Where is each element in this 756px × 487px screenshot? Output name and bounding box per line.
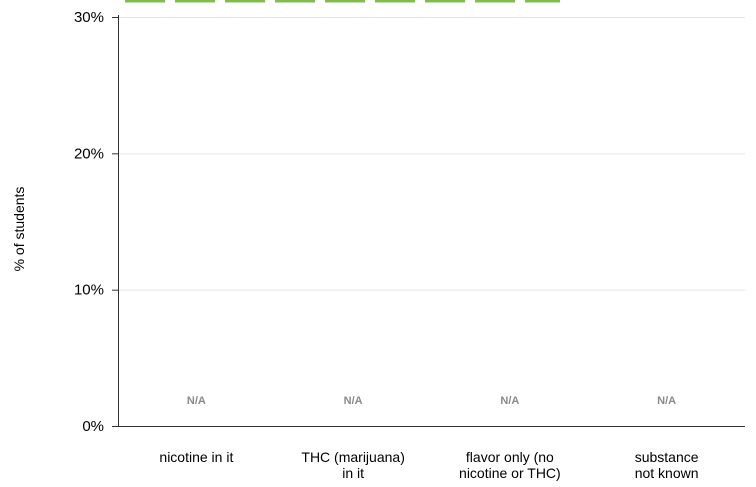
x-category-label: flavor only (no nicotine or THC) <box>459 449 561 481</box>
y-axis-title: % of students <box>11 187 27 272</box>
x-category-label-line: nicotine in it <box>159 449 233 465</box>
x-category-label-line: not known <box>635 465 699 481</box>
bar-data-label: N/A <box>344 395 363 407</box>
x-category-labels: nicotine in it THC (marijuana) in it flavor… <box>159 449 698 481</box>
x-category-label-line: flavor only (no <box>466 449 554 465</box>
axes <box>118 15 745 427</box>
x-category-label-line: THC (marijuana) <box>301 449 404 465</box>
data-labels: N/A N/A N/A N/A <box>187 395 676 407</box>
bar-data-label: N/A <box>500 395 519 407</box>
y-tick-labels: 0% 10% 20% 30% <box>74 9 118 435</box>
x-category-label-line: in it <box>342 465 364 481</box>
x-category-label: THC (marijuana) in it <box>301 449 404 481</box>
bar-data-label: N/A <box>657 395 676 407</box>
bar-data-label: N/A <box>187 395 206 407</box>
x-category-label: substance not known <box>635 449 699 481</box>
y-tick-label: 30% <box>74 9 104 26</box>
x-category-label-line: substance <box>635 449 699 465</box>
x-category-label: nicotine in it <box>159 449 233 465</box>
y-tick-label: 0% <box>82 418 104 435</box>
y-tick-label: 20% <box>74 145 104 162</box>
grid-lines <box>118 17 745 291</box>
x-category-label-line: nicotine or THC) <box>459 465 561 481</box>
y-tick-label: 10% <box>74 282 104 299</box>
